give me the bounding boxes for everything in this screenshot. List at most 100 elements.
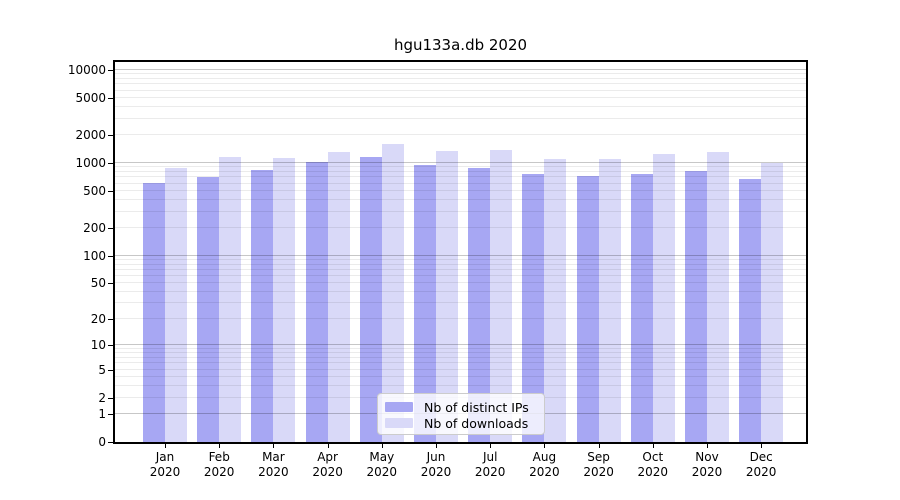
x-axis-tick xyxy=(598,444,600,448)
y-axis-tick-label: 10 xyxy=(90,338,106,353)
bar-nb-of-downloads xyxy=(490,150,513,442)
bar-nb-of-downloads xyxy=(761,162,784,442)
month-name: Jan xyxy=(155,450,175,464)
gridline-minor xyxy=(115,348,806,349)
month-name: Apr xyxy=(317,450,338,464)
y-axis-tick xyxy=(108,227,113,229)
month-year: 2020 xyxy=(149,465,181,479)
y-axis-tick-label: 5 xyxy=(98,362,106,377)
gridline-minor xyxy=(115,362,806,364)
bar-nb-of-distinct-ips xyxy=(197,176,220,442)
legend-label-downloads: Nb of downloads xyxy=(424,415,529,431)
gridline-minor xyxy=(115,182,806,184)
y-axis-tick xyxy=(108,134,113,136)
gridline-minor xyxy=(115,274,806,276)
bar-nb-of-downloads xyxy=(381,144,404,442)
y-axis-tick xyxy=(108,414,113,415)
x-axis-tick xyxy=(219,444,221,448)
month-year: 2020 xyxy=(474,465,506,479)
y-axis-tick xyxy=(108,319,113,321)
bar-nb-of-distinct-ips xyxy=(468,167,491,442)
y-axis-tick xyxy=(108,345,113,347)
month-year: 2020 xyxy=(745,465,777,479)
legend-swatch-distinct-ips xyxy=(385,402,413,412)
y-axis-tick-label: 50 xyxy=(90,276,106,291)
month-year: 2020 xyxy=(203,465,235,479)
x-axis-tick xyxy=(490,444,492,448)
bar-nb-of-downloads xyxy=(436,150,458,442)
bar-nb-of-distinct-ips xyxy=(251,169,274,442)
x-axis-tick xyxy=(327,444,329,448)
gridline-major xyxy=(115,69,806,70)
gridline-minor xyxy=(115,73,806,75)
gridline-minor xyxy=(115,198,806,200)
month-name: Sep xyxy=(587,450,610,464)
x-axis-tick xyxy=(707,444,708,448)
gridline-major xyxy=(115,344,806,346)
x-axis-month-label: Feb 2020 xyxy=(189,450,249,480)
gridline-minor xyxy=(115,291,806,293)
x-axis-month-label: Jun 2020 xyxy=(406,450,466,480)
month-name: May xyxy=(369,450,395,464)
month-name: Mar xyxy=(262,450,285,464)
chart-title: hgu133a.db 2020 xyxy=(393,36,528,54)
month-year: 2020 xyxy=(366,465,398,479)
bar-nb-of-distinct-ips xyxy=(576,175,599,442)
bar-nb-of-downloads xyxy=(165,167,187,442)
bar-nb-of-distinct-ips xyxy=(739,178,762,442)
y-axis-tick-label: 1000 xyxy=(75,155,106,170)
y-axis-tick xyxy=(108,69,113,71)
plot-area: Nb of distinct IPs Nb of downloads xyxy=(113,60,808,444)
month-year: 2020 xyxy=(420,465,452,479)
gridline-minor xyxy=(115,78,806,80)
y-axis-tick-label: 20 xyxy=(90,312,106,327)
bar-nb-of-distinct-ips xyxy=(522,173,545,442)
y-axis-tick xyxy=(108,369,113,371)
x-axis-month-label: May 2020 xyxy=(352,450,412,480)
gridline-minor xyxy=(115,318,806,320)
gridline-minor xyxy=(115,189,806,191)
y-axis-tick xyxy=(108,190,113,192)
x-axis-month-label: Dec 2020 xyxy=(731,450,791,480)
gridline-minor xyxy=(115,106,806,107)
bar-nb-of-distinct-ips xyxy=(685,171,707,442)
bar-nb-of-downloads xyxy=(598,158,621,442)
gridline-minor xyxy=(115,352,806,354)
gridline-minor xyxy=(115,210,806,212)
x-axis-tick xyxy=(436,444,437,448)
y-axis-tick-label: 200 xyxy=(83,220,106,235)
y-axis-tick-label: 10000 xyxy=(67,62,106,77)
y-axis-tick xyxy=(108,397,113,399)
bar-nb-of-distinct-ips xyxy=(305,161,328,442)
bar-nb-of-downloads xyxy=(219,156,242,442)
bar-nb-of-distinct-ips xyxy=(414,165,436,442)
x-axis-month-label: Apr 2020 xyxy=(298,450,358,480)
month-year: 2020 xyxy=(637,465,669,479)
gridline-minor xyxy=(115,282,806,284)
month-name: Aug xyxy=(532,450,557,464)
bar-nb-of-distinct-ips xyxy=(630,173,653,442)
y-axis-tick-label: 2000 xyxy=(75,127,106,142)
x-axis-month-label: Nov 2020 xyxy=(677,450,737,480)
month-name: Jul xyxy=(482,450,498,464)
y-axis-tick xyxy=(108,162,113,164)
month-year: 2020 xyxy=(583,465,614,479)
x-axis-tick xyxy=(544,444,546,448)
bar-nb-of-downloads xyxy=(273,158,296,442)
gridline-minor xyxy=(115,83,806,85)
month-year: 2020 xyxy=(691,465,723,479)
x-axis-month-label: Mar 2020 xyxy=(243,450,303,480)
month-year: 2020 xyxy=(258,465,289,479)
gridline-minor xyxy=(115,166,806,168)
y-axis-tick xyxy=(108,255,113,257)
month-name: Dec xyxy=(749,450,773,464)
legend-item-downloads: Nb of downloads xyxy=(385,415,544,431)
bar-nb-of-downloads xyxy=(544,159,567,442)
legend-label-distinct-ips: Nb of distinct IPs xyxy=(424,399,529,415)
gridline-minor xyxy=(115,89,806,91)
y-axis-tick-label: 100 xyxy=(83,248,106,263)
bar-nb-of-distinct-ips xyxy=(359,156,382,442)
bar-nb-of-downloads xyxy=(327,152,350,442)
gridline-minor xyxy=(115,302,806,304)
gridline-minor xyxy=(115,97,806,98)
